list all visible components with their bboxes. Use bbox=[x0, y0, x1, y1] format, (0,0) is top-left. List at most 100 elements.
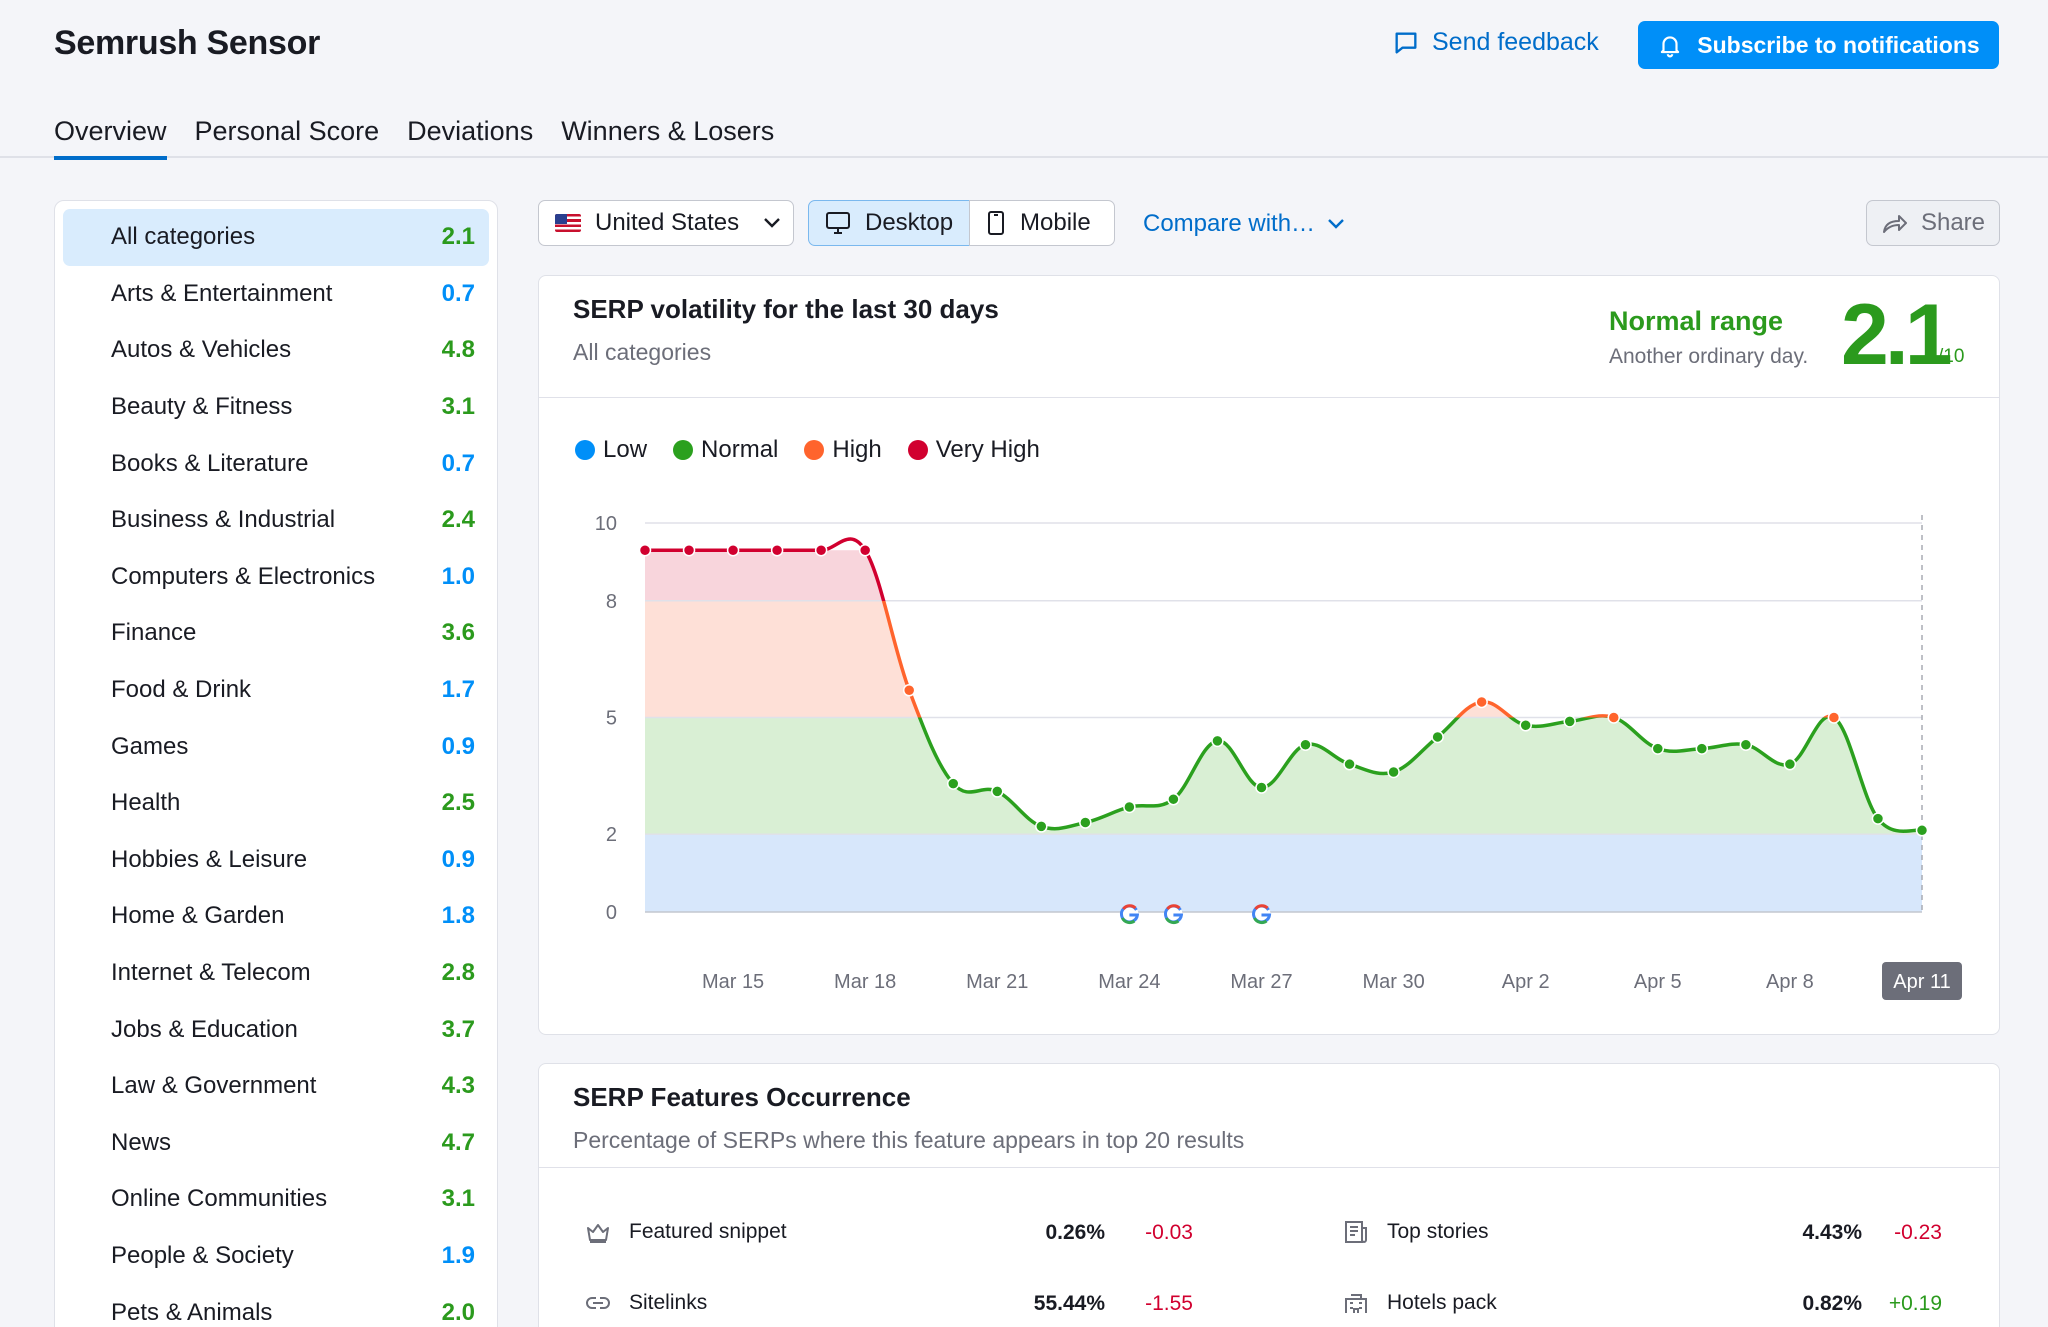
category-score: 2.4 bbox=[441, 506, 475, 534]
sidebar-item-category[interactable]: All categories 2.1 bbox=[63, 209, 489, 266]
subscribe-button[interactable]: Subscribe to notifications bbox=[1638, 21, 1999, 69]
legend-item[interactable]: Low bbox=[575, 436, 647, 464]
sidebar-item-category[interactable]: Computers & Electronics 1.0 bbox=[63, 549, 489, 606]
category-label: Internet & Telecom bbox=[111, 959, 311, 987]
card-divider bbox=[539, 397, 1999, 398]
chart-legend: Low Normal High Very High bbox=[575, 436, 1040, 464]
x-tick-label: Mar 27 bbox=[1230, 971, 1292, 993]
sidebar-item-category[interactable]: Autos & Vehicles 4.8 bbox=[63, 322, 489, 379]
sidebar-item-category[interactable]: Pets & Animals 2.0 bbox=[63, 1284, 489, 1327]
x-tick-label: Mar 18 bbox=[834, 971, 896, 993]
legend-dot bbox=[673, 440, 694, 460]
feature-pct-sitelinks: 55.44% bbox=[1033, 1292, 1105, 1315]
google-g-arc bbox=[1253, 917, 1268, 925]
data-point bbox=[1079, 816, 1092, 829]
data-point bbox=[1519, 719, 1532, 732]
x-tick-label: Mar 30 bbox=[1362, 971, 1424, 993]
feature-delta-sitelinks: -1.55 bbox=[1145, 1292, 1193, 1315]
category-score: 1.8 bbox=[441, 902, 475, 930]
sidebar-item-category[interactable]: Arts & Entertainment 0.7 bbox=[63, 266, 489, 323]
range-subtitle: Another ordinary day. bbox=[1609, 345, 1809, 368]
category-label: Arts & Entertainment bbox=[111, 279, 333, 307]
feature-row-sitelinks: Sitelinks bbox=[583, 1285, 707, 1321]
desktop-toggle[interactable]: Desktop bbox=[808, 200, 970, 246]
sidebar-item-category[interactable]: Books & Literature 0.7 bbox=[63, 435, 489, 492]
category-score: 0.9 bbox=[441, 732, 475, 760]
category-label: Food & Drink bbox=[111, 676, 252, 704]
category-score: 3.6 bbox=[441, 619, 475, 647]
feature-pct-hotels-pack: 0.82% bbox=[1802, 1292, 1862, 1315]
data-point bbox=[1563, 715, 1576, 728]
sidebar-item-category[interactable]: Jobs & Education 3.7 bbox=[63, 1001, 489, 1058]
sidebar-item-category[interactable]: Health 2.5 bbox=[63, 775, 489, 832]
band-low bbox=[645, 834, 1922, 912]
legend-item[interactable]: Normal bbox=[673, 436, 778, 464]
category-label: Games bbox=[111, 732, 189, 760]
tab-overview[interactable]: Overview bbox=[54, 116, 167, 160]
desktop-label: Desktop bbox=[865, 209, 954, 236]
category-label: Jobs & Education bbox=[111, 1015, 298, 1043]
data-point bbox=[1475, 695, 1488, 709]
data-point bbox=[946, 777, 960, 790]
chat-bubble-icon bbox=[1395, 31, 1417, 53]
y-tick-label: 8 bbox=[606, 591, 617, 613]
data-point bbox=[1431, 730, 1444, 744]
category-label: Beauty & Fitness bbox=[111, 393, 293, 421]
send-feedback-label: Send feedback bbox=[1432, 28, 1599, 56]
category-score: 4.3 bbox=[441, 1072, 475, 1100]
sidebar-item-category[interactable]: Online Communities 3.1 bbox=[63, 1171, 489, 1228]
mobile-label: Mobile bbox=[1020, 209, 1091, 236]
category-label: Home & Garden bbox=[111, 902, 285, 930]
legend-label: High bbox=[832, 436, 882, 463]
sidebar-item-category[interactable]: Internet & Telecom 2.8 bbox=[63, 945, 489, 1002]
sidebar-item-category[interactable]: Business & Industrial 2.4 bbox=[63, 492, 489, 549]
volatility-title: SERP volatility for the last 30 days bbox=[573, 294, 999, 324]
subscribe-label: Subscribe to notifications bbox=[1697, 31, 1980, 58]
sidebar-item-category[interactable]: Hobbies & Leisure 0.9 bbox=[63, 832, 489, 889]
feature-delta-top-stories: -0.23 bbox=[1894, 1221, 1942, 1244]
legend-label: Low bbox=[603, 436, 648, 463]
sidebar-item-category[interactable]: People & Society 1.9 bbox=[63, 1228, 489, 1285]
volatility-score: 2.1 bbox=[1841, 287, 1953, 383]
category-label: All categories bbox=[111, 223, 256, 251]
feature-delta-featured-snippet: -0.03 bbox=[1145, 1221, 1193, 1244]
data-point bbox=[726, 543, 740, 557]
y-tick-label: 0 bbox=[606, 902, 617, 924]
tab-deviations[interactable]: Deviations bbox=[407, 116, 534, 146]
tab-personal-score[interactable]: Personal Score bbox=[194, 116, 380, 146]
legend-item[interactable]: High bbox=[804, 436, 882, 464]
google-g-arc bbox=[1165, 917, 1180, 925]
tab-winners-losers[interactable]: Winners & Losers bbox=[561, 116, 775, 146]
feature-label: Featured snippet bbox=[629, 1220, 787, 1243]
legend-dot bbox=[575, 440, 595, 460]
mobile-toggle[interactable]: Mobile bbox=[969, 200, 1115, 246]
send-feedback-link[interactable]: Send feedback bbox=[1392, 28, 1599, 57]
range-title: Normal range bbox=[1609, 306, 1784, 336]
sidebar-item-category[interactable]: Games 0.9 bbox=[63, 718, 489, 775]
data-point bbox=[1123, 800, 1136, 814]
legend-dot bbox=[907, 440, 928, 460]
category-score: 2.0 bbox=[441, 1298, 475, 1326]
data-point bbox=[1167, 792, 1180, 806]
x-tick-label: Apr 5 bbox=[1634, 971, 1682, 993]
category-label: Finance bbox=[111, 619, 197, 647]
google-g-arc bbox=[1254, 904, 1269, 911]
legend-dot bbox=[804, 440, 825, 460]
share-button[interactable]: Share bbox=[1866, 200, 2000, 246]
data-point bbox=[858, 543, 872, 557]
sidebar-item-category[interactable]: Law & Government 4.3 bbox=[63, 1058, 489, 1115]
legend-item[interactable]: Very High bbox=[907, 436, 1040, 464]
sidebar-item-category[interactable]: News 4.7 bbox=[63, 1115, 489, 1172]
compare-with-dropdown[interactable]: Compare with… bbox=[1143, 210, 1345, 238]
category-score: 0.7 bbox=[441, 449, 475, 477]
sidebar-item-category[interactable]: Food & Drink 1.7 bbox=[63, 662, 489, 719]
country-select[interactable]: United States bbox=[538, 200, 794, 246]
sidebar-item-category[interactable]: Home & Garden 1.8 bbox=[63, 888, 489, 945]
band-high bbox=[645, 600, 1922, 718]
volatility-area bbox=[645, 550, 1922, 912]
data-point bbox=[1651, 742, 1665, 755]
sidebar-item-category[interactable]: Beauty & Fitness 3.1 bbox=[63, 379, 489, 436]
google-g-arc bbox=[1121, 917, 1136, 925]
category-label: Autos & Vehicles bbox=[111, 336, 292, 364]
sidebar-item-category[interactable]: Finance 3.6 bbox=[63, 605, 489, 662]
